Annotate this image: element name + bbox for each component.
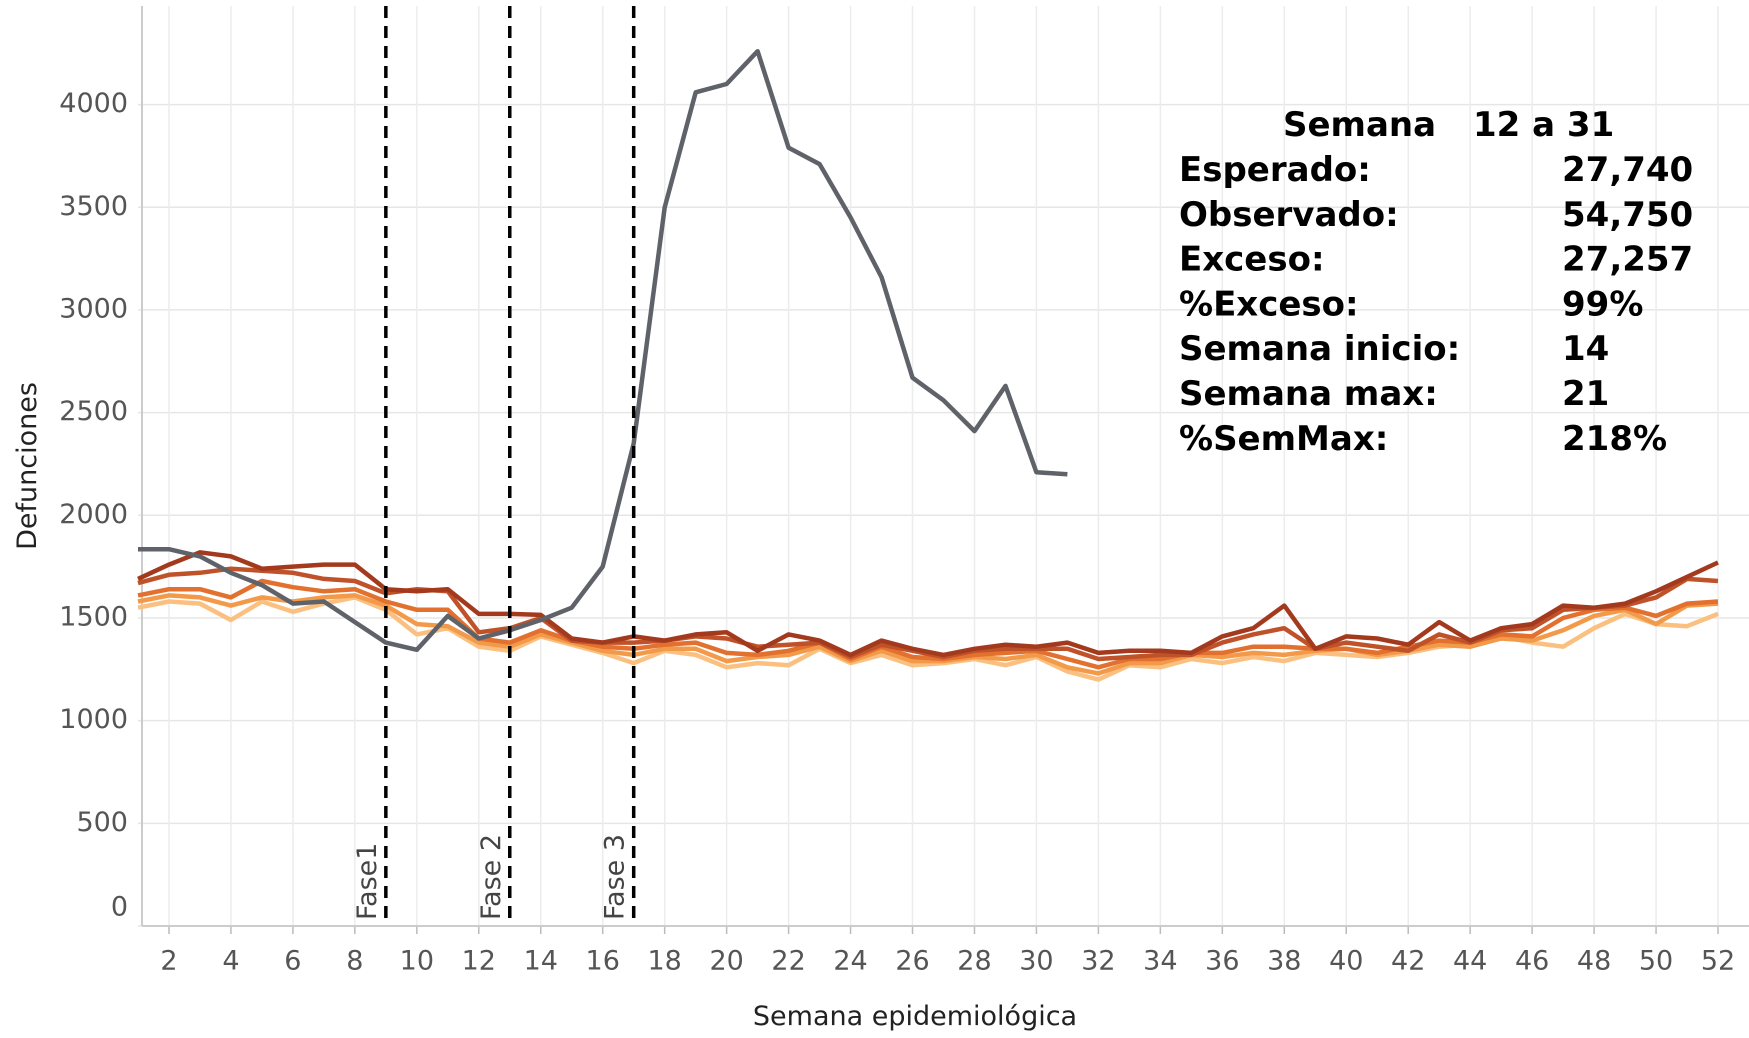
x-tick-label: 10 <box>400 946 434 977</box>
annotation-label: %SemMax: <box>1179 419 1388 459</box>
annotation-label: Semana inicio: <box>1179 329 1460 369</box>
annotation-value: 54,750 <box>1562 195 1693 235</box>
x-tick-label: 24 <box>833 946 867 977</box>
reference-label: Fase1 <box>352 843 383 920</box>
x-tick-label: 2 <box>160 946 177 977</box>
annotation-value: 27,740 <box>1562 150 1693 190</box>
reference-label: Fase 3 <box>600 834 631 920</box>
x-axis-title: Semana epidemiológica <box>753 1001 1077 1032</box>
annotation-label: %Exceso: <box>1179 284 1359 324</box>
y-tick-label: 1000 <box>59 704 128 735</box>
x-tick-label: 6 <box>284 946 301 977</box>
x-tick-label: 28 <box>957 946 991 977</box>
annotation-value: 218% <box>1562 419 1667 459</box>
annotation-value: 14 <box>1562 329 1609 369</box>
annotation-label: Semana max: <box>1179 374 1438 414</box>
series-line <box>137 550 1719 658</box>
y-tick-label: 500 <box>76 807 128 838</box>
x-tick-label: 20 <box>709 946 743 977</box>
annotation-label: Exceso: <box>1179 240 1325 280</box>
annotation-range: 12 a 31 <box>1473 105 1614 145</box>
annotation-label: Observado: <box>1179 195 1399 235</box>
x-tick-label: 16 <box>586 946 620 977</box>
annotation-value: 27,257 <box>1562 240 1693 280</box>
y-tick-label: 4000 <box>59 88 128 119</box>
x-tick-label: 22 <box>771 946 805 977</box>
x-tick-label: 8 <box>346 946 363 977</box>
x-tick-label: 40 <box>1329 946 1363 977</box>
x-tick-label: 18 <box>647 946 681 977</box>
x-tick-label: 34 <box>1143 946 1177 977</box>
x-tick-label: 52 <box>1701 946 1735 977</box>
annotation-value: 21 <box>1562 374 1609 414</box>
series-line <box>137 578 1719 670</box>
y-tick-label: 1500 <box>59 601 128 632</box>
y-tick-label: 3500 <box>59 191 128 222</box>
reference-label: Fase 2 <box>476 834 507 920</box>
x-tick-label: 46 <box>1515 946 1549 977</box>
y-tick-label: 0 <box>111 892 128 923</box>
annotation-label: Esperado: <box>1179 150 1371 190</box>
annotation-value: 99% <box>1562 284 1643 324</box>
x-tick-label: 44 <box>1453 946 1487 977</box>
series-line <box>138 48 1068 653</box>
x-tick-label: 14 <box>524 946 558 977</box>
y-axis-title: Defunciones <box>12 382 43 550</box>
x-tick-label: 4 <box>222 946 239 977</box>
x-tick-label: 42 <box>1391 946 1425 977</box>
annotation-title: Semana <box>1283 105 1436 145</box>
x-tick-label: 36 <box>1205 946 1239 977</box>
x-tick-label: 32 <box>1081 946 1115 977</box>
x-tick-label: 48 <box>1577 946 1611 977</box>
x-tick-label: 38 <box>1267 946 1301 977</box>
series-line <box>137 593 1719 676</box>
x-tick-label: 30 <box>1019 946 1053 977</box>
x-tick-label: 12 <box>462 946 496 977</box>
y-tick-label: 3000 <box>59 293 128 324</box>
y-tick-label: 2000 <box>59 499 128 530</box>
y-tick-label: 2500 <box>59 396 128 427</box>
x-tick-label: 26 <box>895 946 929 977</box>
x-tick-label: 50 <box>1639 946 1673 977</box>
